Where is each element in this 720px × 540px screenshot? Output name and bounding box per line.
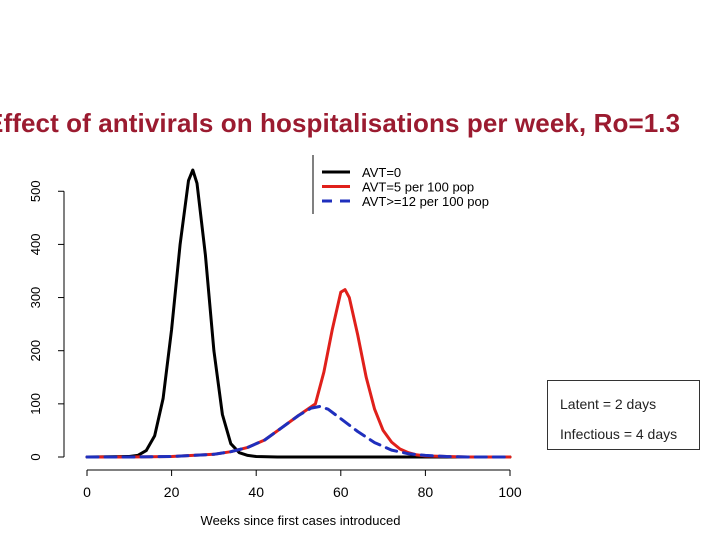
legend-label-1: AVT=0 — [362, 165, 401, 180]
y-tick-label-0: 0 — [28, 453, 43, 460]
chart-axes: 0 20 40 60 80 100 Weeks since first cases intr… — [28, 180, 522, 528]
x-tick-label-80: 80 — [418, 484, 434, 500]
chart-lines — [85, 168, 512, 459]
series-line-2 — [85, 288, 512, 459]
y-tick-label-300: 300 — [28, 287, 43, 309]
infectious-period-text: Infectious = 4 days — [560, 426, 678, 442]
x-tick-label-0: 0 — [83, 484, 91, 500]
y-tick-label-200: 200 — [28, 340, 43, 362]
parameters-box: Latent = 2 days Infectious = 4 days — [547, 380, 700, 450]
legend-label-2: AVT=5 per 100 pop — [362, 180, 474, 195]
legend-box — [313, 155, 543, 217]
y-tick-label-500: 500 — [28, 180, 43, 202]
x-tick-label-20: 20 — [164, 484, 180, 500]
legend-label-3: AVT>=12 per 100 pop — [362, 194, 489, 209]
series-line-3 — [85, 405, 512, 459]
x-tick-label-60: 60 — [333, 484, 349, 500]
y-tick-label-100: 100 — [28, 393, 43, 415]
x-tick-label-100: 100 — [498, 484, 522, 500]
latent-period-text: Latent = 2 days — [560, 396, 657, 412]
y-tick-label-400: 400 — [28, 234, 43, 256]
x-axis-label: Weeks since first cases introduced — [201, 513, 401, 528]
series-line-1 — [85, 168, 512, 459]
slide-title: Effect of antivirals on hospitalisations… — [0, 108, 681, 138]
x-tick-label-40: 40 — [248, 484, 264, 500]
